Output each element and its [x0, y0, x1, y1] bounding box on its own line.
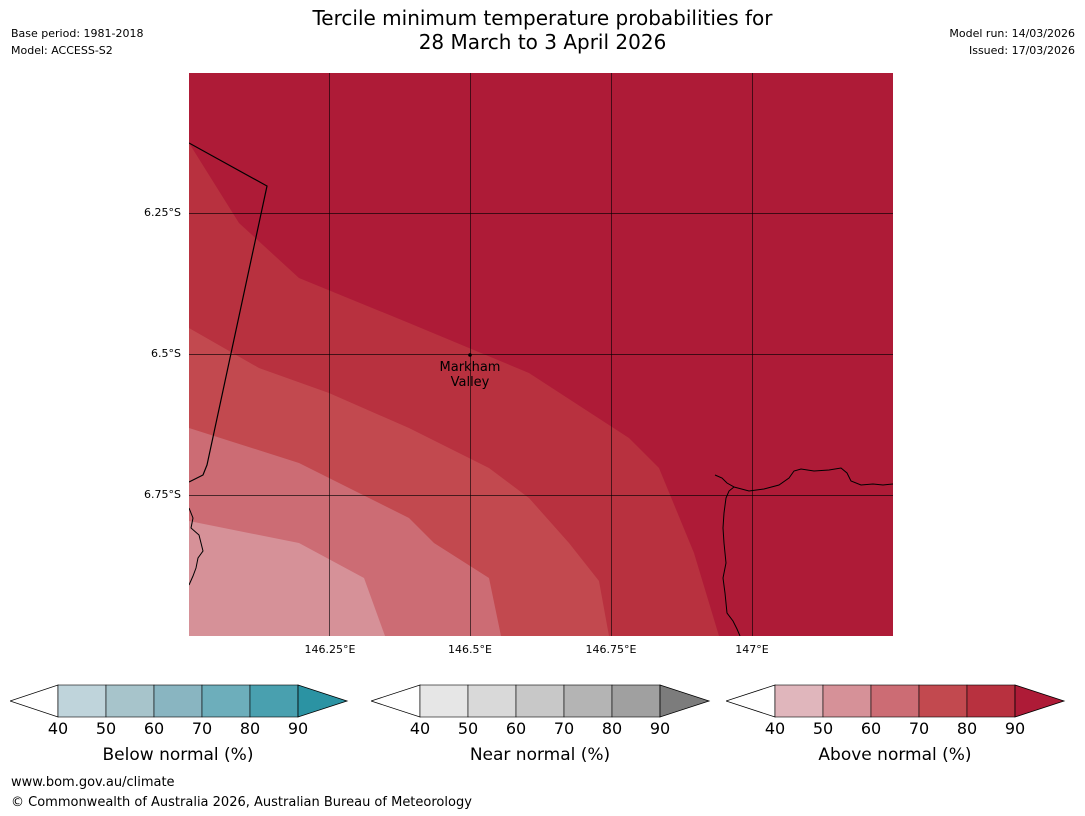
above-tick: 90 [1004, 719, 1026, 738]
colorbar-near-max-extension [659, 684, 711, 718]
coastline-east [714, 467, 893, 636]
near-tick: 40 [409, 719, 431, 738]
graticule [189, 73, 893, 636]
above-tick: 80 [956, 719, 978, 738]
colorbar-below-segment [57, 684, 107, 718]
colorbar-above-segment [774, 684, 824, 718]
near-tick: 80 [601, 719, 623, 738]
colorbar-above-max-extension [1014, 684, 1066, 718]
above-tick: 40 [764, 719, 786, 738]
meta-left: Base period: 1981-2018 Model: ACCESS-S2 [11, 25, 143, 59]
colorbar-near [371, 684, 711, 718]
near-tick: 50 [457, 719, 479, 738]
colorbar-above-segment [918, 684, 968, 718]
colorbar-near-segment [467, 684, 517, 718]
below-tick: 90 [287, 719, 309, 738]
colorbar-above-segment [870, 684, 920, 718]
below-tick: 50 [95, 719, 117, 738]
band-above-50-60 [189, 521, 385, 636]
colorbar-above-segment [966, 684, 1016, 718]
lon-label-146-5: 146.5°E [448, 643, 492, 656]
location-marker [468, 353, 472, 357]
lon-label-147: 147°E [735, 643, 769, 656]
model-run: Model run: 14/03/2026 [949, 27, 1075, 40]
below-tick: 70 [191, 719, 213, 738]
colorbar-below-segment [249, 684, 299, 718]
near-tick: 90 [649, 719, 671, 738]
above-tick: 50 [812, 719, 834, 738]
colorbar-above-title: Above normal (%) [818, 745, 972, 765]
colorbar-below [10, 684, 349, 718]
map-title: Tercile minimum temperature probabilitie… [312, 6, 773, 54]
colorbar-near-min-extension [371, 684, 421, 718]
meta-right: Model run: 14/03/2026 Issued: 17/03/2026 [949, 25, 1075, 59]
colorbar-below-min-extension [10, 684, 59, 718]
issued-date: Issued: 17/03/2026 [968, 44, 1075, 57]
province-boundary [189, 142, 268, 483]
location-label: Markham Valley [439, 360, 501, 390]
footer-copyright: © Commonwealth of Australia 2026, Austra… [11, 795, 472, 810]
colorbar-above-min-extension [726, 684, 776, 718]
near-tick: 60 [505, 719, 527, 738]
base-period: Base period: 1981-2018 [11, 27, 144, 40]
near-tick: 70 [553, 719, 575, 738]
lat-label-6-25: 6.25°S [144, 206, 181, 219]
lon-label-146-75: 146.75°E [585, 643, 637, 656]
footer-url[interactable]: www.bom.gov.au/climate [11, 775, 175, 790]
coastline-west [189, 507, 204, 586]
colorbar-below-segment [201, 684, 251, 718]
colorbar-above-segment [822, 684, 872, 718]
probability-map [189, 73, 893, 636]
lat-label-6-75: 6.75°S [144, 488, 181, 501]
colorbar-below-title: Below normal (%) [102, 745, 254, 765]
lon-label-146-25: 146.25°E [304, 643, 356, 656]
below-tick: 60 [143, 719, 165, 738]
colorbar-near-segment [611, 684, 661, 718]
model-name: Model: ACCESS-S2 [11, 44, 113, 57]
lat-label-6-5: 6.5°S [151, 347, 181, 360]
colorbar-near-segment [419, 684, 469, 718]
below-tick: 40 [47, 719, 69, 738]
colorbar-below-max-extension [297, 684, 349, 718]
colorbar-below-segment [105, 684, 155, 718]
above-tick: 70 [908, 719, 930, 738]
colorbar-near-title: Near normal (%) [469, 745, 611, 765]
above-tick: 60 [860, 719, 882, 738]
below-tick: 80 [239, 719, 261, 738]
colorbar-below-segment [153, 684, 203, 718]
colorbar-near-segment [563, 684, 613, 718]
colorbar-near-segment [515, 684, 565, 718]
colorbar-above [726, 684, 1066, 718]
